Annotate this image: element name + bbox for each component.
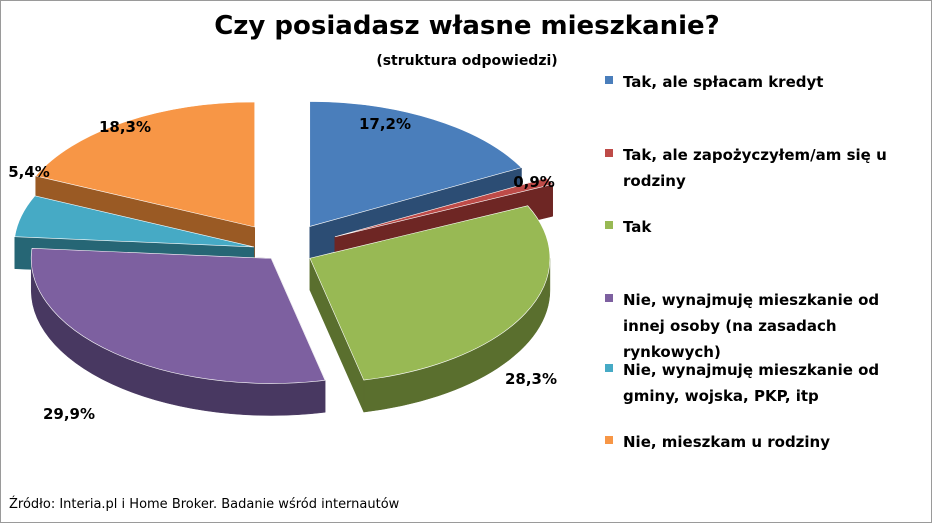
chart-subtitle: (struktura odpowiedzi): [376, 53, 558, 69]
legend-swatch-nie-wynajem-osoba: [605, 294, 613, 302]
data-label-1: 0,9%: [513, 173, 555, 191]
legend-swatch-tak-kredyt: [605, 76, 613, 84]
legend-label-tak-rodzina: Tak, ale zapożyczyłem/am się u rodziny: [623, 146, 887, 190]
legend-swatch-nie-wynajem-gmina: [605, 364, 613, 372]
legend-swatch-tak: [605, 221, 613, 229]
pie-slice-0: [309, 101, 523, 227]
chart-title: Czy posiadasz własne mieszkanie?: [214, 11, 720, 41]
data-label-2: 28,3%: [505, 370, 557, 388]
pie-tops: [14, 101, 554, 384]
legend-swatch-nie-rodzina: [605, 436, 613, 444]
pie-slice-2: [309, 205, 551, 381]
pie-slice-3: [31, 247, 326, 384]
legend-label-tak-kredyt: Tak, ale spłacam kredyt: [623, 73, 824, 91]
pie-slice-5: [35, 101, 256, 228]
legend-label-nie-wynajem-gmina: Nie, wynajmuję mieszkanie od gminy, wojs…: [623, 361, 880, 405]
pie-chart: 17,2% 0,9% 28,3% 29,9% 5,4% 18,3%: [8, 101, 557, 423]
pie-slice-4: [14, 195, 255, 248]
legend-label-tak: Tak: [623, 218, 652, 236]
data-label-0: 17,2%: [359, 115, 411, 133]
legend-label-nie-rodzina: Nie, mieszkam u rodziny: [623, 433, 831, 451]
legend-label-nie-wynajem-osoba: Nie, wynajmuję mieszkanie od innej osoby…: [623, 291, 880, 361]
data-label-3: 29,9%: [43, 405, 95, 423]
pie-labels: 17,2% 0,9% 28,3% 29,9% 5,4% 18,3%: [8, 115, 557, 423]
legend-swatch-tak-rodzina: [605, 149, 613, 157]
pie-slice-1: [334, 177, 554, 238]
data-label-5: 18,3%: [99, 118, 151, 136]
data-label-4: 5,4%: [8, 163, 50, 181]
source-note: Źródło: Interia.pl i Home Broker. Badani…: [9, 497, 400, 512]
